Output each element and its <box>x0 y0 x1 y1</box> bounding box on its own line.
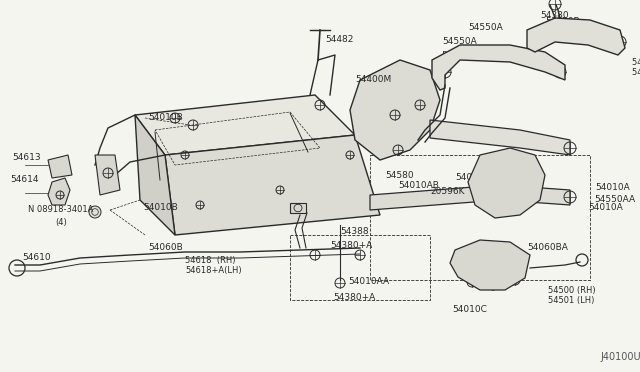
Polygon shape <box>48 178 70 205</box>
Text: 54010A: 54010A <box>588 203 623 212</box>
Text: 54010B: 54010B <box>148 113 183 122</box>
Polygon shape <box>95 155 120 195</box>
Text: 54010B: 54010B <box>143 203 178 212</box>
Text: 54525N (LH): 54525N (LH) <box>632 67 640 77</box>
Text: 54482: 54482 <box>325 35 353 45</box>
Polygon shape <box>135 115 175 235</box>
Text: 54010AA: 54010AA <box>348 278 389 286</box>
Polygon shape <box>432 45 565 90</box>
Text: 54500 (RH): 54500 (RH) <box>548 285 596 295</box>
Polygon shape <box>48 155 72 178</box>
Text: 54550AA: 54550AA <box>594 196 635 205</box>
Text: 54020B: 54020B <box>441 51 476 60</box>
Text: 54614: 54614 <box>10 176 38 185</box>
Text: 54010AB: 54010AB <box>398 180 439 189</box>
Circle shape <box>89 206 101 218</box>
Text: 54613: 54613 <box>12 154 40 163</box>
Text: 54380+A: 54380+A <box>330 241 372 250</box>
Text: 54580: 54580 <box>385 170 413 180</box>
Text: 54400M: 54400M <box>355 76 391 84</box>
Polygon shape <box>468 148 545 218</box>
Text: 54010A: 54010A <box>595 183 630 192</box>
Polygon shape <box>450 240 530 290</box>
Text: 54380: 54380 <box>540 10 568 19</box>
Text: 54020BA: 54020BA <box>455 173 496 183</box>
Text: N 08918-3401A: N 08918-3401A <box>28 205 93 215</box>
Text: 54380+A: 54380+A <box>333 294 375 302</box>
Text: 54618+A(LH): 54618+A(LH) <box>185 266 242 275</box>
Text: 54501 (LH): 54501 (LH) <box>548 295 595 305</box>
Text: 54550A: 54550A <box>468 23 503 32</box>
Text: (4): (4) <box>55 218 67 227</box>
Text: 54524N (RH): 54524N (RH) <box>632 58 640 67</box>
Text: 54060B: 54060B <box>148 244 183 253</box>
Polygon shape <box>350 60 440 160</box>
Text: 54060BA: 54060BA <box>527 244 568 253</box>
Text: 54010C: 54010C <box>452 305 487 314</box>
Polygon shape <box>370 185 570 210</box>
Text: 54020B: 54020B <box>545 17 580 26</box>
Polygon shape <box>165 135 380 235</box>
Text: 20596K: 20596K <box>430 187 465 196</box>
Polygon shape <box>135 95 355 155</box>
Polygon shape <box>430 120 570 155</box>
Bar <box>290 203 306 213</box>
Polygon shape <box>527 18 625 55</box>
Text: 54618  (RH): 54618 (RH) <box>185 256 236 264</box>
Text: 54388: 54388 <box>340 228 369 237</box>
Text: 54550A: 54550A <box>442 38 477 46</box>
Text: J40100UK: J40100UK <box>600 352 640 362</box>
Text: 54610: 54610 <box>22 253 51 263</box>
